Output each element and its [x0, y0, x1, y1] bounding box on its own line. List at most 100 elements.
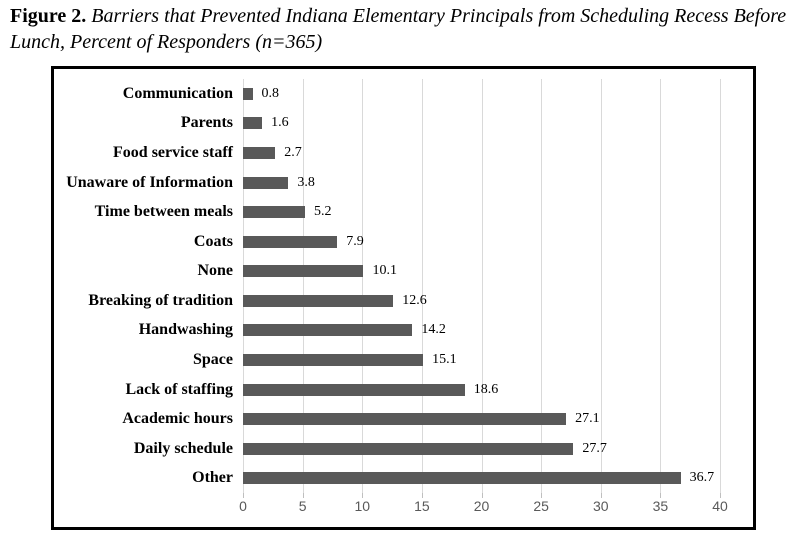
gridline: [660, 79, 662, 493]
bar: [243, 353, 424, 366]
axis-tick-mark: [362, 493, 364, 498]
bar: [243, 442, 574, 455]
bar: [243, 324, 413, 337]
figure-caption: Figure 2. Barriers that Prevented Indian…: [10, 4, 794, 55]
axis-tick-mark: [243, 493, 244, 498]
value-label: 10.1: [372, 263, 397, 279]
x-axis-tick-label: 30: [592, 498, 609, 514]
value-label: 3.8: [297, 174, 315, 190]
value-label: 2.7: [284, 144, 302, 160]
value-label: 27.7: [582, 440, 607, 456]
bar-track: 27.7: [243, 441, 720, 457]
bar-track: 1.6: [243, 115, 720, 131]
bar-track: 36.7: [243, 470, 720, 486]
figure-title-text: Barriers that Prevented Indiana Elementa…: [10, 5, 787, 53]
bar-track: 5.2: [243, 204, 720, 220]
category-label: Breaking of tradition: [88, 291, 233, 309]
value-label: 36.7: [689, 470, 715, 486]
bar: [243, 235, 338, 248]
bar: [243, 294, 394, 307]
x-axis-tick-label: 35: [652, 498, 669, 514]
bar: [243, 265, 364, 278]
bar-row: Unaware of Information 3.8: [54, 168, 753, 198]
axis-tick-mark: [302, 493, 304, 498]
x-axis-tick-label: 40: [712, 498, 728, 514]
bar-track: 0.8: [243, 86, 720, 102]
value-label: 0.8: [261, 85, 280, 101]
x-axis-tick-label: 5: [298, 498, 307, 514]
bar-row: Parents 1.6: [54, 109, 753, 139]
axis-tick-mark: [481, 493, 483, 498]
value-label: 18.6: [473, 381, 499, 397]
bar: [243, 146, 276, 159]
chart-frame: Communication 0.8 Parents 1.6 Food service s…: [51, 66, 756, 530]
gridline: [720, 79, 721, 493]
x-axis-tick-label: 25: [533, 498, 549, 514]
bar-row: Coats 7.9: [54, 227, 753, 257]
category-label: Communication: [122, 84, 233, 102]
bar-track: 18.6: [243, 382, 720, 398]
bar-track: 12.6: [243, 293, 720, 309]
category-label: Academic hours: [122, 410, 233, 428]
x-axis-tick-label: 15: [414, 498, 430, 514]
gridline: [243, 79, 244, 493]
bar-row: Breaking of tradition 12.6: [54, 286, 753, 316]
value-label: 15.1: [432, 351, 457, 367]
bar-row: Space 15.1: [54, 345, 753, 375]
bar-track: 2.7: [243, 145, 720, 161]
bar-row: Other 36.7: [54, 464, 753, 494]
figure-label: Figure 2.: [10, 5, 87, 27]
category-label: None: [197, 262, 233, 280]
x-axis-tick-label: 10: [354, 498, 371, 514]
bar-track: 15.1: [243, 352, 720, 368]
category-label: Space: [193, 350, 233, 368]
gridline: [600, 79, 602, 493]
category-label: Time between meals: [94, 203, 233, 221]
axis-tick-mark: [421, 493, 423, 498]
bar-track: 3.8: [243, 175, 720, 191]
gridline: [421, 79, 423, 493]
plot-area: [243, 79, 721, 498]
bar-track: 27.1: [243, 411, 720, 427]
value-label: 12.6: [402, 292, 427, 308]
gridline: [481, 79, 483, 493]
bar-row: Lack of staffing 18.6: [54, 375, 753, 405]
gridline: [302, 79, 304, 493]
bar: [243, 206, 305, 219]
bar: [243, 383, 465, 396]
category-label: Unaware of Information: [66, 173, 233, 191]
bar: [243, 472, 681, 485]
category-label: Other: [192, 469, 233, 487]
gridline: [362, 79, 364, 493]
value-label: 27.1: [575, 411, 600, 427]
axis-tick-mark: [720, 493, 721, 498]
x-axis-tick-label: 20: [473, 498, 490, 514]
gridline: [541, 79, 543, 493]
bar-track: 7.9: [243, 234, 720, 250]
value-label: 7.9: [346, 233, 364, 249]
bar-track: 10.1: [243, 263, 720, 279]
bar: [243, 117, 263, 130]
bar-row: None 10.1: [54, 256, 753, 286]
category-label: Food service staff: [113, 143, 233, 161]
x-axis-tick-label: 0: [239, 498, 247, 514]
axis-tick-mark: [600, 493, 602, 498]
category-label: Daily schedule: [133, 439, 233, 457]
bar-track: 14.2: [243, 322, 720, 338]
category-label: Lack of staffing: [125, 380, 233, 398]
bar: [243, 176, 289, 189]
bar-row: Handwashing 14.2: [54, 316, 753, 346]
bar-rows: Communication 0.8 Parents 1.6 Food service s…: [54, 79, 753, 493]
category-label: Coats: [193, 232, 233, 250]
bar-row: Daily schedule 27.7: [54, 434, 753, 464]
bar: [243, 87, 253, 100]
axis-tick-mark: [660, 493, 662, 498]
bar-row: Time between meals 5.2: [54, 197, 753, 227]
bar-row: Food service staff 2.7: [54, 138, 753, 168]
value-label: 14.2: [421, 322, 446, 338]
bar-row: Communication 0.8: [54, 79, 753, 109]
bar: [243, 413, 567, 426]
category-label: Parents: [180, 114, 233, 132]
value-label: 5.2: [314, 204, 332, 220]
